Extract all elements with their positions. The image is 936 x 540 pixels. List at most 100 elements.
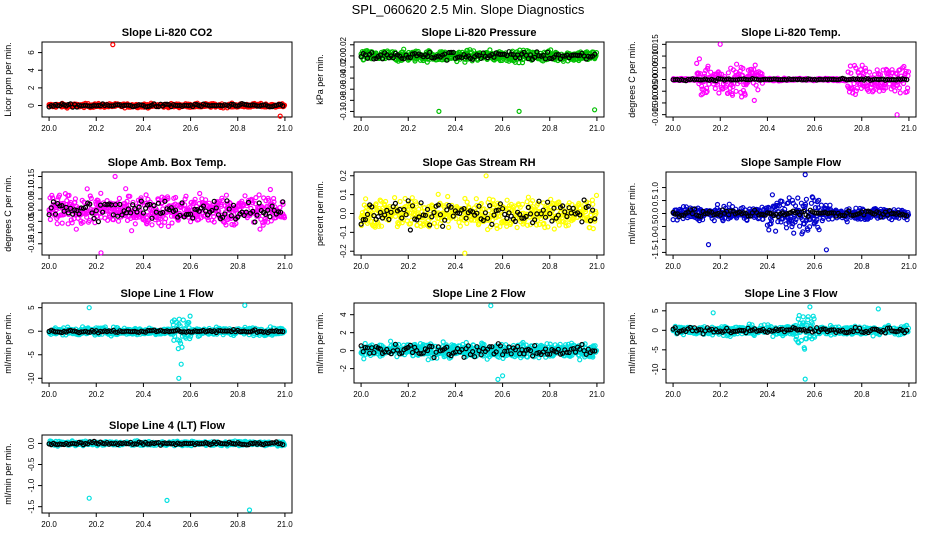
data-point-black [745, 213, 751, 219]
data-point [542, 224, 548, 231]
data-point-black [405, 54, 411, 60]
data-point-black [450, 49, 456, 56]
data-point-black [250, 208, 256, 214]
data-point-black [280, 199, 286, 205]
data-point [383, 198, 389, 205]
data-point-black [698, 213, 704, 219]
data-point-black [444, 57, 450, 63]
y-tick-label: -0.10 [339, 102, 348, 121]
data-point [66, 192, 72, 198]
data-point-black [474, 210, 480, 216]
data-point [795, 195, 801, 201]
data-point [519, 59, 526, 66]
data-point-black [532, 54, 538, 61]
y-tick-label: 0.02 [339, 36, 348, 52]
data-point [802, 201, 809, 207]
data-point-black [91, 215, 97, 221]
data-point [366, 49, 372, 55]
data-point [800, 229, 806, 235]
outlier-point [98, 250, 104, 256]
data-point-black [46, 212, 52, 218]
y-tick-label: 0 [339, 348, 348, 353]
data-point [698, 83, 705, 89]
data-point-black [592, 51, 598, 57]
data-point-black [254, 212, 260, 218]
data-point-black [487, 203, 493, 209]
data-point [267, 186, 273, 193]
outlier-point [717, 41, 723, 47]
y-axis-label: degrees C per min. [627, 41, 637, 118]
data-point [365, 216, 371, 222]
x-tick-label: 20.0 [665, 124, 681, 133]
data-point [56, 192, 63, 198]
data-point [84, 186, 90, 192]
data-point-black [362, 217, 368, 223]
data-point-black [476, 203, 482, 209]
data-point-black [52, 211, 59, 217]
data-point-black [138, 198, 144, 204]
data-point [866, 69, 873, 75]
outlier-point [112, 173, 118, 180]
data-point-black [82, 204, 89, 210]
data-point [808, 200, 815, 206]
data-point [378, 223, 385, 229]
x-tick-label: 20.0 [41, 124, 57, 133]
data-point [490, 197, 496, 203]
panel-title: Slope Line 1 Flow [121, 288, 214, 300]
data-point [191, 199, 197, 205]
data-point-black [702, 211, 708, 217]
data-point [396, 220, 402, 226]
data-point [186, 319, 192, 326]
data-point-black [427, 49, 433, 55]
data-point-black [536, 198, 542, 204]
data-point-black [209, 207, 215, 214]
data-point-black [377, 209, 383, 216]
data-point-black [839, 212, 846, 218]
panel-4: Slope Amb. Box Temp.degrees C per min. 0.… [3, 157, 293, 271]
data-point [725, 70, 732, 76]
data-point [903, 68, 909, 74]
data-point [223, 222, 229, 228]
data-point-black [435, 202, 441, 208]
data-point [165, 196, 171, 202]
data-point-black [100, 209, 106, 215]
plot-frame [353, 41, 605, 118]
data-point [740, 65, 746, 72]
data-point-black [278, 209, 284, 215]
data-point [495, 213, 502, 219]
data-point [694, 60, 700, 67]
data-point [399, 220, 405, 226]
data-point-black [741, 210, 747, 216]
data-point-black [151, 203, 157, 209]
data-point [69, 220, 75, 226]
data-point-black [555, 212, 561, 218]
y-tick-label: 0 [27, 328, 36, 333]
y-tick-label: 0 [27, 103, 36, 108]
y-tick-label: -0.010 [651, 91, 660, 114]
data-point [412, 199, 419, 205]
y-tick-label: 0.05 [27, 191, 36, 207]
data-point-black [901, 212, 908, 218]
data-point [670, 217, 676, 223]
outlier-point [462, 250, 468, 256]
data-point-black [829, 210, 835, 216]
x-tick-label: 20.8 [230, 124, 246, 133]
data-point-black [427, 222, 433, 228]
data-point [816, 197, 822, 203]
data-point [432, 220, 438, 226]
outlier-point [483, 173, 489, 179]
data-point-black [110, 212, 117, 218]
y-tick-label: 6 [27, 50, 36, 55]
data-point [280, 201, 286, 207]
data-point [175, 217, 181, 223]
data-point-black [766, 210, 773, 216]
data-point [900, 80, 907, 87]
x-tick-label: 21.0 [589, 390, 605, 399]
data-point-black [377, 52, 383, 58]
y-axis-label: ml/min per min. [627, 183, 637, 245]
y-tick-label: 4 [27, 67, 36, 72]
data-point [246, 197, 252, 203]
data-point [183, 193, 189, 199]
